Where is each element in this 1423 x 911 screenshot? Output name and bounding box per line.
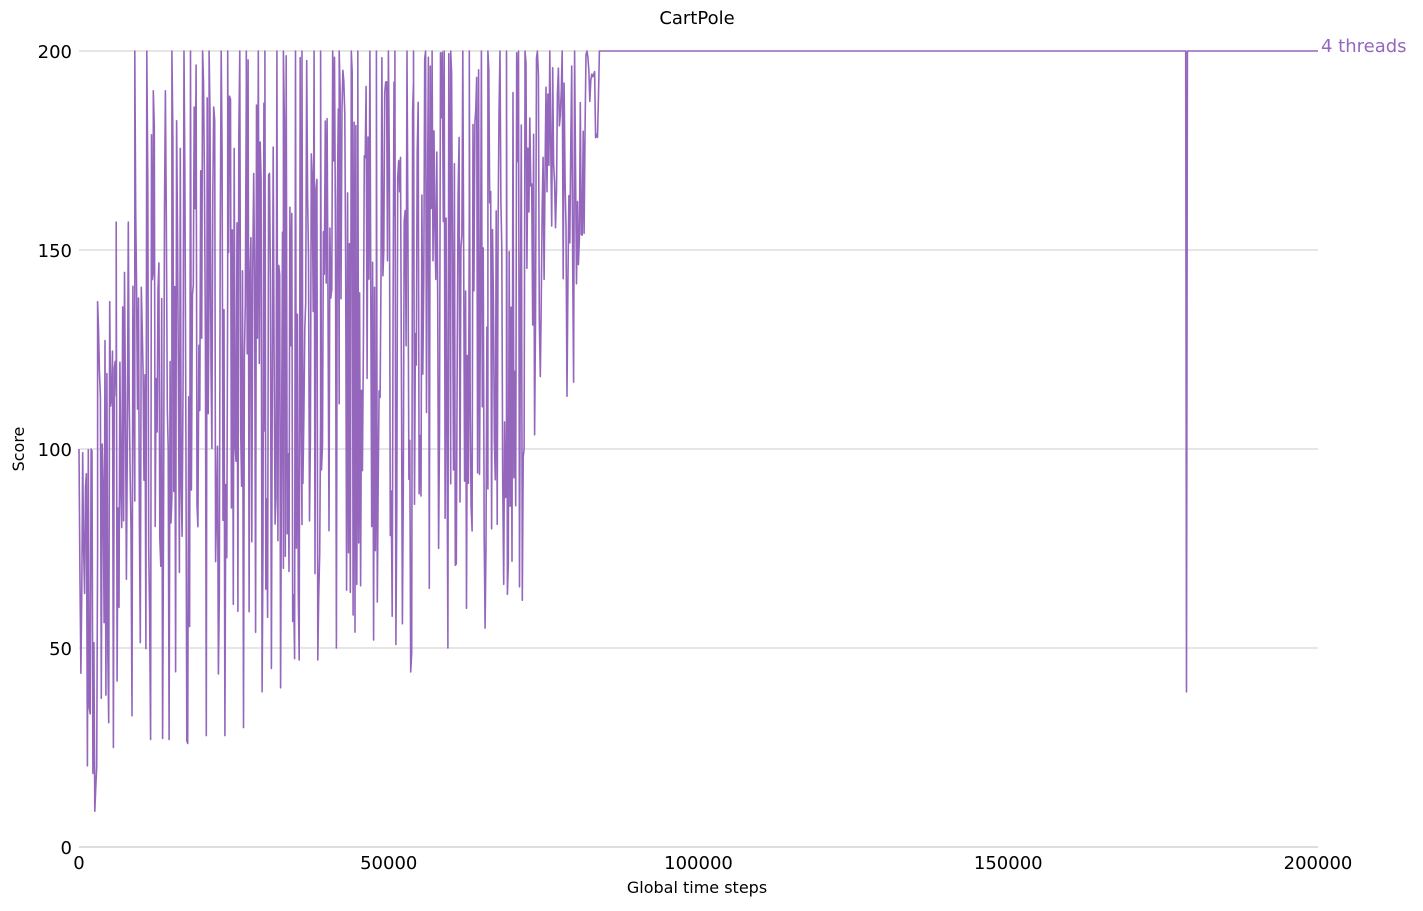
y-tick-label-0: 0 bbox=[61, 838, 72, 859]
y-tick-label-150: 150 bbox=[38, 241, 72, 262]
x-tick-label-50000: 50000 bbox=[360, 853, 417, 874]
y-tick-label-100: 100 bbox=[38, 440, 72, 461]
y-tick-label-50: 50 bbox=[49, 639, 72, 660]
x-tick-label-100000: 100000 bbox=[664, 853, 733, 874]
axis-layer: 0 50 100 150 200 0 50000 100000 150000 200000 bbox=[38, 42, 1353, 874]
series-line-0 bbox=[78, 50, 1318, 812]
series-0 bbox=[78, 50, 1318, 812]
series-label-4-threads: 4 threads bbox=[1321, 36, 1407, 57]
x-tick-label-150000: 150000 bbox=[974, 853, 1043, 874]
y-tick-label-200: 200 bbox=[38, 42, 72, 63]
series-layer bbox=[78, 50, 1318, 812]
y-axis-label: Score bbox=[9, 427, 28, 472]
x-tick-label-200000: 200000 bbox=[1284, 853, 1353, 874]
chart-title: CartPole bbox=[659, 8, 734, 29]
x-tick-label-0: 0 bbox=[73, 853, 84, 874]
x-axis-label: Global time steps bbox=[627, 878, 767, 897]
